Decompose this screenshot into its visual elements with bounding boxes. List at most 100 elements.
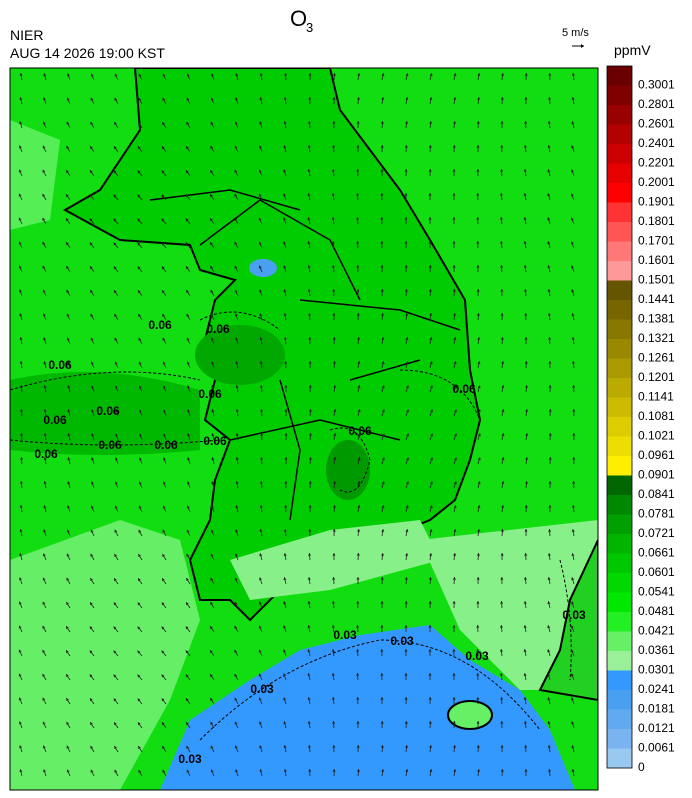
wind-arrowhead [307,577,311,580]
wind-arrowhead [91,385,94,389]
wind-arrowhead [137,170,141,174]
wind-arrowhead [186,337,190,341]
wind-arrowhead [210,553,214,557]
wind-arrowhead [357,505,361,508]
wind-arrowhead [283,265,287,269]
wind-arrowhead [90,745,94,749]
wind-arrowhead [477,97,481,100]
wind-arrowhead [259,313,263,317]
island [447,700,493,730]
wind-arrowhead [572,385,576,388]
wind-arrowhead [501,457,505,461]
wind-arrowhead [283,697,287,701]
wind-arrowhead [307,601,311,604]
wind-arrowhead [114,337,118,341]
colorbar-label: 0.0841 [638,487,675,501]
wind-arrowhead [185,170,189,174]
wind-arrowhead [525,433,529,436]
wind-arrowhead [137,602,141,606]
wind-arrowhead [548,529,552,532]
wind-arrowhead [499,193,504,196]
wind-arrowhead [186,73,190,77]
wind-arrowhead [452,217,456,220]
wind-arrowhead [259,505,263,508]
wind-arrowhead [66,769,70,773]
wind-arrowhead [163,457,166,461]
wind-arrowhead [356,577,360,580]
wind-arrowhead [42,697,46,701]
colorbar-swatch [607,495,632,515]
colorbar-swatch [607,163,632,184]
wind-arrowhead [523,169,527,172]
wind-arrowhead [307,217,311,221]
wind-arrowhead [332,313,336,316]
wind-arrowhead [18,673,22,677]
wind-arrowhead [138,314,142,318]
wind-arrowhead [67,481,71,485]
contour-label: 0.06 [96,404,120,418]
contour-line [199,639,541,741]
wind-arrowhead [501,481,505,484]
wind-arrowhead [283,121,287,124]
wind-arrowhead [234,649,238,653]
wind-arrowhead [499,241,504,244]
wind-arrowhead [356,289,360,292]
wind-arrowhead [404,217,408,220]
wind-arrowhead [18,625,22,629]
wind-arrowhead [284,73,288,76]
wind-arrowhead [500,121,504,124]
wind-arrowhead [357,457,361,461]
wind-arrowhead [380,649,384,652]
wind-arrowhead [43,97,47,101]
wind-arrowhead [570,241,574,245]
wind-arrowhead [428,289,432,292]
contour-label: 0.06 [98,438,122,452]
wind-arrowhead [18,193,22,197]
wind-arrowhead [524,769,528,772]
wind-arrowhead [19,313,23,317]
wind-arrowhead [500,529,504,532]
wind-arrowhead [308,553,312,556]
wind-arrowhead [113,218,117,222]
wind-arrowhead [499,625,504,628]
wind-arrowhead [307,145,311,148]
wind-arrowhead [258,217,262,221]
colorbar-label: 0.2601 [638,117,675,131]
wind-arrowhead [356,769,360,772]
wind-arrowhead [357,433,361,437]
wind-arrowhead [331,649,335,652]
wind-arrowhead [332,289,336,292]
wind-arrowhead [67,409,71,413]
wind-arrowhead [308,481,312,484]
wind-arrowhead [356,673,360,676]
wind-arrowhead [500,313,504,316]
wind-arrowhead [477,505,481,508]
wind-arrowhead [452,601,456,604]
wind-arrowhead [210,170,213,174]
wind-arrowhead [356,721,360,724]
wind-arrowhead [284,457,288,460]
wind-arrowhead [547,217,551,221]
wind-arrowhead [333,433,337,436]
wind-arrowhead [476,265,480,268]
wind-arrowhead [524,121,528,124]
wind-arrowhead [356,121,360,124]
colorbar-swatch [607,66,632,86]
wind-arrowhead [476,649,480,652]
wind-arrowhead [356,145,360,148]
wind-arrowhead [571,577,575,581]
wind-arrowhead [19,289,22,293]
wind-arrowhead [138,385,142,389]
wind-arrowhead [90,121,94,125]
wind-arrowhead [332,721,336,724]
wind-arrowhead [42,625,46,629]
wind-arrowhead [308,73,312,76]
wind-arrowhead [499,673,504,676]
wind-arrowhead [66,289,70,293]
wind-arrowhead [307,169,311,172]
wind-arrowhead [307,193,311,197]
wind-arrowhead [283,601,287,605]
wind-arrowhead [114,746,117,750]
wind-arrowhead [138,361,142,365]
wind-arrowhead [429,313,433,316]
